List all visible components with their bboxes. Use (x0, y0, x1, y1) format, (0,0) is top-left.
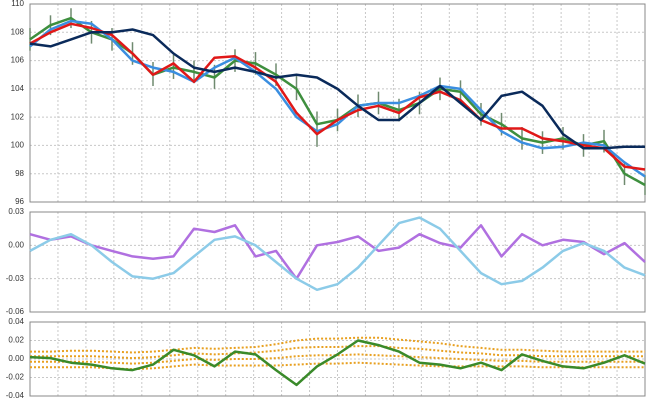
plot-frame (29, 321, 646, 397)
y-tick-label: 104 (11, 84, 25, 93)
y-tick-label: 110 (11, 0, 24, 8)
y-tick-label: -0.02 (6, 373, 25, 382)
series-line (29, 339, 646, 387)
plot-frame (29, 3, 646, 203)
y-tick-label: 0.02 (8, 336, 24, 345)
series-line (29, 224, 646, 280)
series-line (29, 216, 646, 292)
y-tick-label: 108 (11, 27, 25, 36)
y-tick-label: 98 (15, 169, 24, 178)
y-tick-label: 100 (11, 141, 25, 150)
y-tick-label: 102 (11, 112, 25, 121)
series-line (30, 336, 645, 354)
y-tick-label: -0.04 (6, 391, 25, 400)
series-line (30, 345, 645, 360)
y-tick-label: 0.04 (8, 317, 24, 326)
y-tick-label: 106 (11, 56, 25, 65)
series-line (29, 22, 646, 171)
y-tick-label: 0.00 (8, 354, 24, 363)
y-tick-label: 0.00 (8, 240, 24, 249)
y-tick-label: -0.06 (6, 307, 25, 316)
series-line (29, 28, 645, 150)
y-tick-label: -0.03 (6, 274, 25, 283)
y-tick-label: 0.03 (8, 207, 24, 216)
y-tick-label: 96 (15, 197, 24, 206)
series-line (30, 361, 645, 371)
series-line (29, 19, 646, 178)
